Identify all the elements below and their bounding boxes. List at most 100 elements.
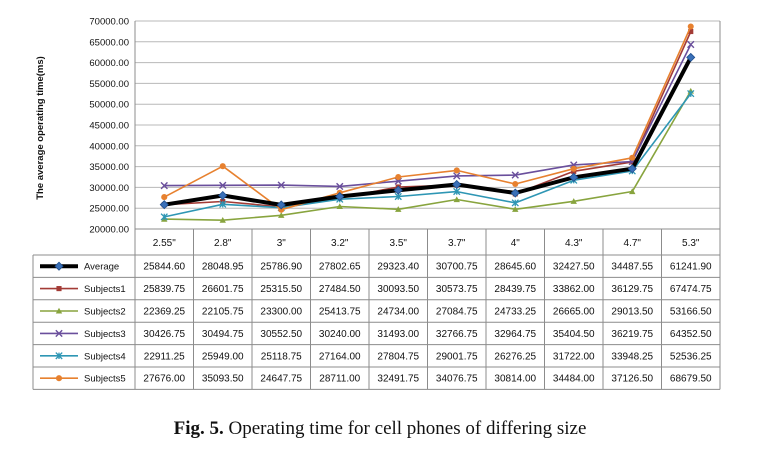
x-tick-label: 3" bbox=[277, 238, 287, 249]
table-cell-value: 30426.75 bbox=[143, 329, 185, 340]
table-cell-value: 64352.50 bbox=[670, 329, 712, 340]
data-point bbox=[276, 200, 286, 210]
table-cell-value: 27164.00 bbox=[319, 351, 361, 362]
table-cell-value: 22105.75 bbox=[202, 307, 244, 318]
caption-label: Fig. 5. bbox=[173, 418, 224, 439]
table-cell-value: 22369.25 bbox=[143, 307, 185, 318]
y-tick-label: 35000.00 bbox=[89, 162, 129, 173]
data-point bbox=[55, 307, 63, 314]
y-tick-label: 45000.00 bbox=[89, 121, 129, 132]
table-cell-value: 28048.95 bbox=[202, 262, 244, 273]
data-point bbox=[160, 181, 168, 190]
y-tick-label: 20000.00 bbox=[89, 225, 129, 236]
table-cell-value: 30573.75 bbox=[436, 284, 478, 295]
table-cell-value: 34487.55 bbox=[611, 262, 653, 273]
table-cell-value: 26601.75 bbox=[202, 284, 244, 295]
data-point bbox=[336, 182, 344, 191]
data-point bbox=[686, 52, 696, 62]
table-cell-value: 24733.25 bbox=[494, 307, 536, 318]
table-cell-value: 29013.50 bbox=[611, 307, 653, 318]
table-cell-value: 35404.50 bbox=[553, 329, 595, 340]
data-point bbox=[159, 200, 169, 210]
table-cell-value: 34076.75 bbox=[436, 374, 478, 385]
y-tick-label: 40000.00 bbox=[89, 141, 129, 152]
data-point bbox=[627, 164, 637, 174]
legend-label: Subjects5 bbox=[84, 374, 126, 385]
table-cell-value: 30700.75 bbox=[436, 262, 478, 273]
table-cell-value: 29323.40 bbox=[377, 262, 419, 273]
data-point bbox=[511, 199, 519, 207]
data-point bbox=[160, 213, 168, 221]
data-point bbox=[453, 187, 461, 196]
series-layer bbox=[159, 23, 696, 223]
data-point bbox=[687, 40, 695, 49]
y-tick-label: 50000.00 bbox=[89, 100, 129, 111]
table-cell-value: 32766.75 bbox=[436, 329, 478, 340]
data-point bbox=[687, 23, 694, 30]
table-cell-value: 28645.60 bbox=[494, 262, 536, 273]
data-point bbox=[56, 286, 62, 292]
series-line-subjects2 bbox=[164, 90, 692, 221]
y-axis-label: The average operating time(ms) bbox=[35, 56, 46, 200]
data-point bbox=[453, 167, 460, 174]
table-cell-value: 25786.90 bbox=[260, 262, 302, 273]
legend-label: Subjects2 bbox=[84, 307, 126, 318]
series-line-average bbox=[163, 56, 693, 207]
data-point bbox=[395, 206, 402, 212]
table-cell-value: 25315.50 bbox=[260, 284, 302, 295]
legend-label: Subjects3 bbox=[84, 329, 126, 340]
table-cell-value: 26276.25 bbox=[494, 351, 536, 362]
x-tick-label: 3.5" bbox=[390, 238, 408, 249]
data-point bbox=[278, 212, 285, 218]
table-cell-value: 25949.00 bbox=[202, 351, 244, 362]
data-point bbox=[570, 165, 577, 172]
data-point bbox=[277, 181, 285, 189]
table-cell-value: 37126.50 bbox=[611, 374, 653, 385]
data-point bbox=[510, 188, 520, 198]
x-tick-label: 4.3" bbox=[565, 238, 583, 249]
data-point bbox=[161, 194, 168, 201]
y-tick-label: 55000.00 bbox=[89, 79, 129, 90]
table-cell-value: 30814.00 bbox=[494, 374, 536, 385]
table-cell-value: 33862.00 bbox=[553, 284, 595, 295]
y-tick-label: 25000.00 bbox=[89, 204, 129, 215]
table-cell-value: 24647.75 bbox=[260, 374, 302, 385]
data-point bbox=[393, 185, 403, 195]
y-tick-label: 65000.00 bbox=[89, 37, 129, 48]
table-cell-value: 24734.00 bbox=[377, 307, 419, 318]
data-point bbox=[569, 172, 579, 182]
table-cell-value: 27484.50 bbox=[319, 284, 361, 295]
table-cell-value: 32964.75 bbox=[494, 329, 536, 340]
table-cell-value: 33948.25 bbox=[611, 351, 653, 362]
data-point bbox=[512, 180, 519, 188]
table-cell-value: 27804.75 bbox=[377, 351, 419, 362]
legend-label: Subjects4 bbox=[84, 351, 126, 362]
data-point bbox=[335, 191, 345, 202]
table-cell-value: 36129.75 bbox=[611, 284, 653, 295]
legend-label: Subjects1 bbox=[84, 284, 126, 295]
data-point bbox=[55, 375, 63, 382]
data-point bbox=[629, 154, 636, 161]
table-cell-value: 31493.00 bbox=[377, 329, 419, 340]
table-cell-value: 30240.00 bbox=[319, 329, 361, 340]
table-cell-value: 52536.25 bbox=[670, 351, 712, 362]
table-cell-value: 36219.75 bbox=[611, 329, 653, 340]
data-table: 2.55" 2.8" 3" 3.2" 3.5" 3.7" 4" 4.3" 4.7" 5.3" Ave… bbox=[32, 21, 721, 390]
table-cell-value: 26665.00 bbox=[553, 307, 595, 318]
data-point bbox=[219, 181, 227, 190]
y-tick-label: 70000.00 bbox=[89, 17, 129, 28]
table-cell-value: 27802.65 bbox=[319, 262, 361, 273]
table-cell-value: 61241.90 bbox=[670, 262, 712, 273]
table-cell-value: 35093.50 bbox=[202, 374, 244, 385]
table-cell-value: 53166.50 bbox=[670, 307, 712, 318]
data-point bbox=[55, 352, 63, 360]
data-point bbox=[629, 188, 636, 195]
gridlines bbox=[134, 20, 720, 230]
data-point bbox=[54, 261, 64, 271]
data-point bbox=[452, 179, 462, 190]
table-cell-value: 30494.75 bbox=[202, 329, 244, 340]
table-cell-value: 30552.50 bbox=[260, 329, 302, 340]
table-cell-value: 22911.25 bbox=[144, 351, 185, 362]
data-point bbox=[219, 217, 226, 223]
x-tick-label: 3.7" bbox=[448, 238, 466, 249]
